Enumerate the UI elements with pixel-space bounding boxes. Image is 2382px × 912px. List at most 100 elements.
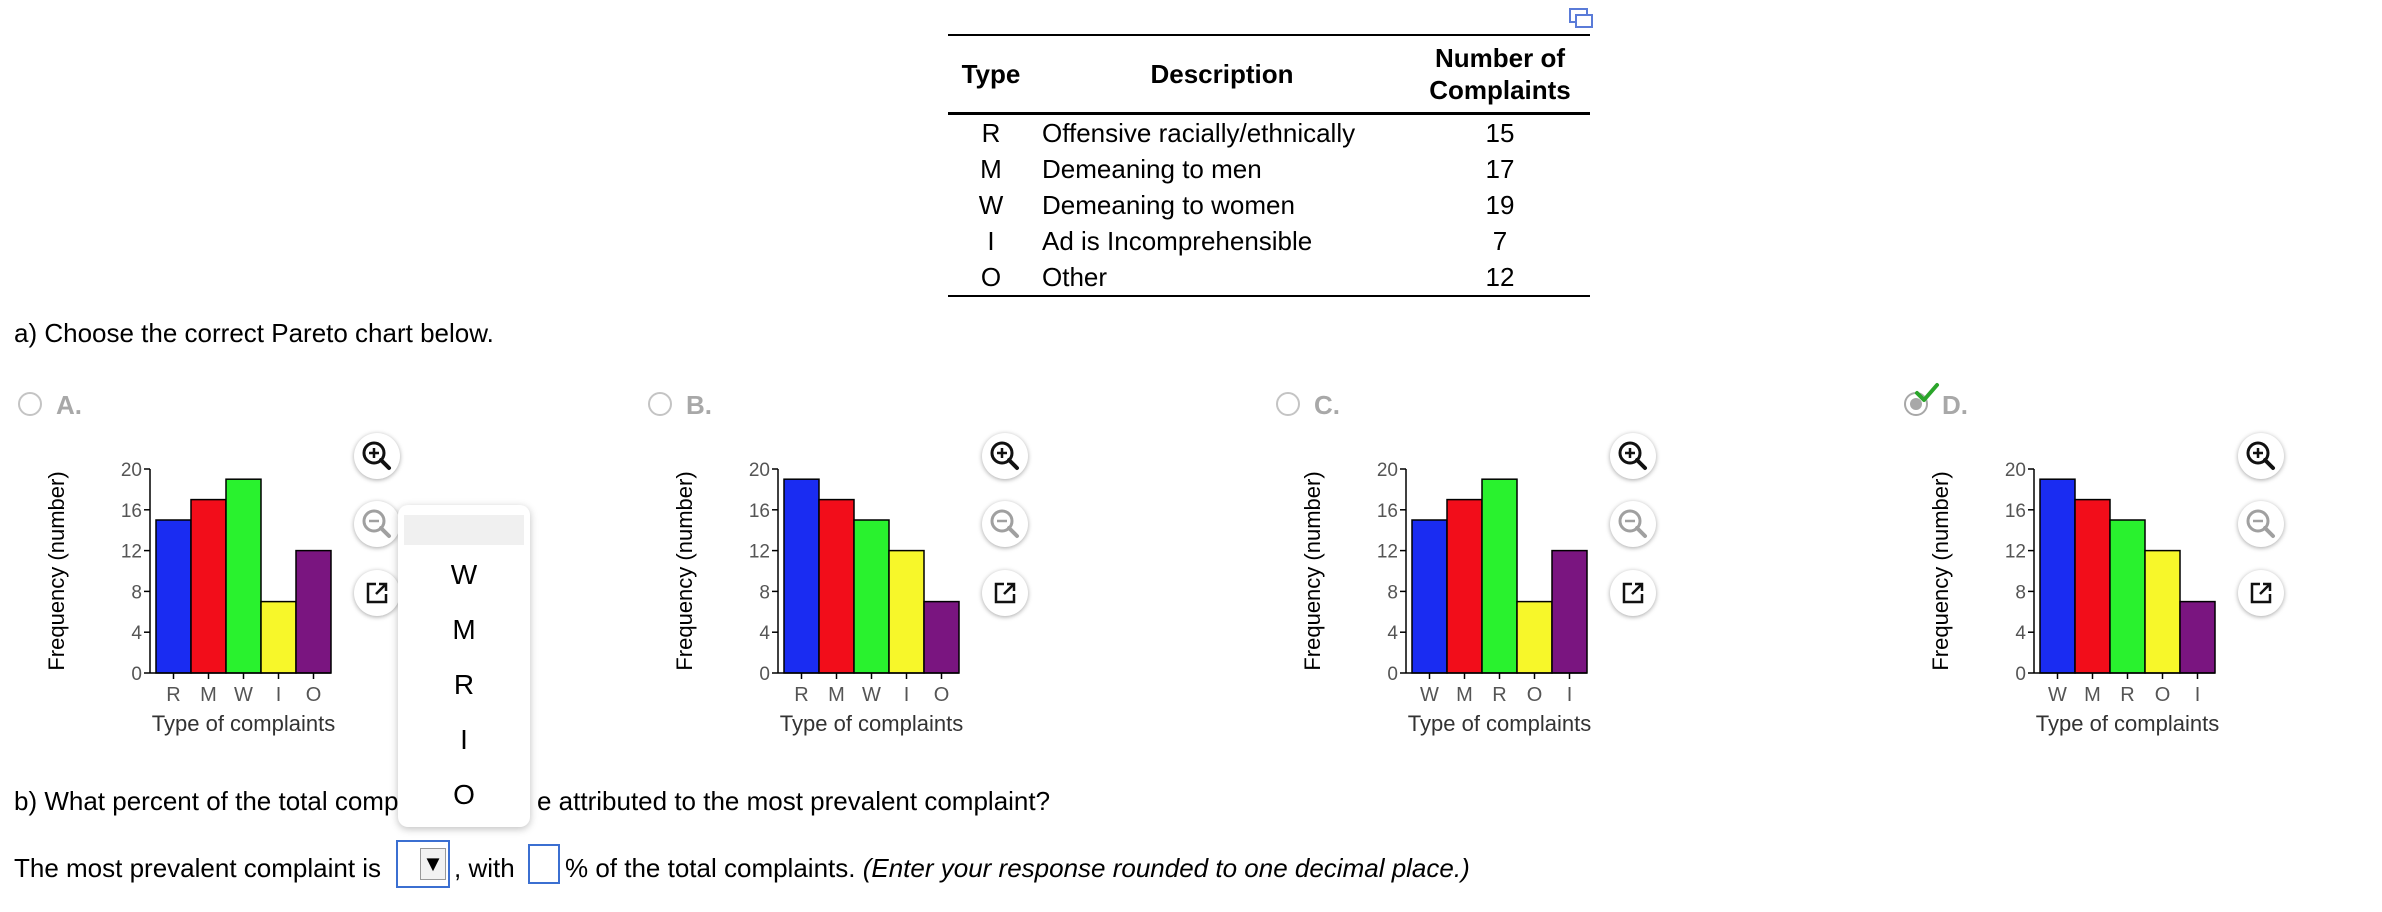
- x-tick-label: M: [1456, 684, 1473, 706]
- x-tick-label: M: [2084, 684, 2101, 706]
- option-d-zoom-in-button[interactable]: [2238, 433, 2284, 479]
- option-b-open-new-window-button[interactable]: [982, 570, 1028, 616]
- bar-M: [190, 498, 227, 674]
- bar-I: [2179, 600, 2216, 674]
- dropdown-option-r[interactable]: R: [453, 669, 475, 700]
- dropdown-blank-option[interactable]: [404, 515, 524, 545]
- option-d-chart: Frequency (number) 0 4 8 12 16 20 W M R O I Type of …: [1928, 460, 2219, 736]
- option-d-open-new-window-button[interactable]: [2238, 570, 2284, 616]
- x-axis-label: Type of complaints: [1408, 711, 1591, 736]
- prevalent-complaint-select[interactable]: ▼: [396, 840, 450, 888]
- bar-O: [1516, 600, 1553, 674]
- bar-M: [2074, 498, 2111, 674]
- option-a-open-new-window-button[interactable]: [354, 570, 400, 616]
- zoom-out-icon: [362, 509, 391, 538]
- option-a-chart: Frequency (number) 0 4 8 12 16 20 R M W I O Type of …: [44, 460, 335, 736]
- option-c-chart: Frequency (number) 0 4 8 12 16 20 W M R O I Type of …: [1300, 460, 1591, 736]
- y-tick-label: 12: [2005, 542, 2026, 563]
- y-axis-label: Frequency (number): [44, 471, 69, 670]
- bar-O: [295, 549, 332, 674]
- x-axis-label: Type of complaints: [780, 711, 963, 736]
- bar-R: [1481, 478, 1518, 674]
- y-tick-label: 4: [2015, 623, 2026, 644]
- y-tick-label: 12: [121, 542, 142, 563]
- bar-W: [853, 519, 890, 674]
- question-b-text-end: e attributed to the most prevalent compl…: [537, 786, 1051, 816]
- y-axis-label: Frequency (number): [1300, 471, 1325, 670]
- dropdown-option-o[interactable]: O: [453, 779, 475, 810]
- copy-table-icon[interactable]: [1568, 6, 1594, 30]
- x-axis-label: Type of complaints: [2036, 711, 2219, 736]
- dropdown-arrow-icon[interactable]: ▼: [420, 848, 446, 880]
- y-tick-label: 16: [749, 501, 770, 522]
- y-axis-label: Frequency (number): [672, 471, 697, 670]
- row-type: I: [987, 226, 995, 256]
- y-tick-label: 0: [131, 664, 142, 685]
- x-tick-label: I: [276, 684, 282, 706]
- option-a-zoom-in-button[interactable]: [354, 433, 400, 479]
- option-d-radio[interactable]: [1904, 392, 1928, 416]
- row-type: O: [948, 259, 1034, 297]
- dropdown-option-w[interactable]: W: [450, 559, 478, 590]
- option-b-zoom-out-button[interactable]: [982, 501, 1028, 547]
- option-b-chart: Frequency (number) 0 4 8 12 16 20 R M W I O Type of …: [672, 460, 963, 736]
- dropdown-option-i[interactable]: I: [460, 724, 468, 755]
- option-b-zoom-in-button[interactable]: [982, 433, 1028, 479]
- header-type: Type: [948, 34, 1034, 115]
- zoom-in-icon: [990, 441, 1019, 470]
- bar-R: [155, 519, 192, 674]
- dropdown-option-m[interactable]: M: [452, 614, 476, 645]
- x-tick-label: R: [166, 684, 180, 706]
- row-count: 17: [1485, 154, 1515, 184]
- option-c-zoom-out-button[interactable]: [1610, 501, 1656, 547]
- row-description: Other: [1034, 259, 1410, 297]
- zoom-out-icon: [990, 509, 1019, 538]
- x-tick-label: M: [828, 684, 845, 706]
- zoom-out-icon: [2246, 509, 2275, 538]
- option-b-radio[interactable]: [648, 392, 672, 416]
- external-link-icon: [366, 582, 388, 604]
- y-tick-label: 16: [2005, 501, 2026, 522]
- row-type: W: [978, 190, 1004, 220]
- row-count: 12: [1410, 259, 1590, 297]
- row-description: Demeaning to men: [1042, 154, 1262, 184]
- x-tick-label: I: [2195, 684, 2201, 706]
- x-tick-label: W: [234, 684, 253, 706]
- x-tick-label: O: [1527, 684, 1543, 706]
- y-tick-label: 4: [759, 623, 770, 644]
- y-axis-label: Frequency (number): [1928, 471, 1953, 670]
- x-tick-label: W: [2048, 684, 2067, 706]
- table-row: W Demeaning to women 19: [948, 187, 1590, 223]
- x-tick-label: R: [794, 684, 808, 706]
- y-tick-label: 4: [1387, 623, 1398, 644]
- external-link-icon: [994, 582, 1016, 604]
- y-tick-label: 20: [121, 460, 142, 481]
- question-a-text: a) Choose the correct Pareto chart below…: [14, 318, 494, 348]
- y-tick-label: 12: [1377, 542, 1398, 563]
- y-tick-label: 20: [1377, 460, 1398, 481]
- option-d-label[interactable]: D.: [1942, 390, 1968, 420]
- option-a-label[interactable]: A.: [56, 390, 82, 420]
- header-count-line1: Number of: [1435, 43, 1565, 73]
- external-link-icon: [2250, 582, 2272, 604]
- option-b-label[interactable]: B.: [686, 390, 712, 420]
- complaint-dropdown-menu[interactable]: W M R I O: [398, 505, 530, 827]
- option-c-open-new-window-button[interactable]: [1610, 570, 1656, 616]
- zoom-in-icon: [2246, 441, 2275, 470]
- percent-input[interactable]: [528, 844, 560, 884]
- bar-R: [783, 478, 820, 674]
- option-c-radio[interactable]: [1276, 392, 1300, 416]
- y-tick-label: 20: [749, 460, 770, 481]
- y-tick-label: 8: [1387, 582, 1398, 603]
- y-tick-label: 4: [131, 623, 142, 644]
- external-link-icon: [1622, 582, 1644, 604]
- answer-suffix: % of the total complaints. (Enter your r…: [565, 853, 1470, 884]
- row-count: 7: [1492, 226, 1508, 256]
- y-tick-label: 16: [121, 501, 142, 522]
- option-d-zoom-out-button[interactable]: [2238, 501, 2284, 547]
- option-c-zoom-in-button[interactable]: [1610, 433, 1656, 479]
- x-tick-label: R: [2120, 684, 2134, 706]
- option-a-zoom-out-button[interactable]: [354, 501, 400, 547]
- option-a-radio[interactable]: [18, 392, 42, 416]
- option-c-label[interactable]: C.: [1314, 390, 1340, 420]
